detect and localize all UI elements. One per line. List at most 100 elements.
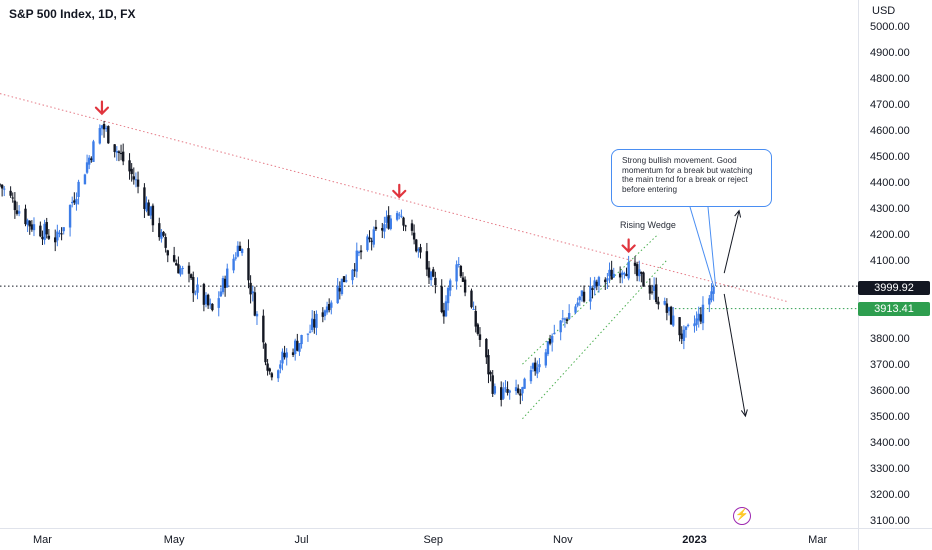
candle-body: [385, 216, 388, 223]
candle-body: [400, 215, 403, 217]
candle-body: [516, 388, 520, 393]
candle-body: [618, 273, 622, 278]
wedge-upper-line: [522, 233, 659, 365]
x-tick-label: Mar: [33, 534, 52, 546]
lightning-icon[interactable]: ⚡: [733, 507, 751, 525]
y-tick-label: 3400.00: [870, 437, 910, 449]
candle-body: [374, 226, 378, 230]
y-tick-label: 4900.00: [870, 47, 910, 59]
candle-body: [701, 304, 705, 324]
candle-body: [578, 296, 581, 301]
candle-body: [561, 318, 564, 320]
candle-body: [623, 273, 626, 275]
candle-body: [30, 224, 34, 230]
candle-body: [553, 333, 556, 335]
y-tick-label: 4700.00: [870, 99, 910, 111]
candle-body: [194, 293, 197, 295]
rising-wedge-label[interactable]: Rising Wedge: [620, 220, 676, 230]
candle-body: [121, 151, 125, 162]
candle-body: [655, 284, 658, 303]
candle-body: [164, 237, 167, 248]
candle-body: [90, 158, 93, 161]
candle-body: [383, 224, 386, 232]
candle-body: [315, 313, 318, 328]
candle-body: [693, 323, 696, 327]
candle-body: [648, 285, 652, 294]
candle-body: [419, 247, 422, 253]
candle-body: [589, 285, 592, 302]
candle-body: [192, 276, 195, 294]
candle-body: [580, 290, 584, 297]
candle-body: [160, 232, 163, 239]
analysis-note[interactable]: Strong bullish movement. Good momentum f…: [611, 149, 772, 207]
candle-body: [281, 351, 284, 364]
candle-body: [567, 312, 571, 319]
candle-body: [487, 355, 490, 375]
candle-body: [597, 277, 601, 286]
y-tick-label: 3300.00: [870, 463, 910, 475]
candle-body: [47, 235, 51, 239]
candle-body: [559, 320, 562, 333]
candle-body: [538, 364, 541, 368]
candle-body: [708, 298, 711, 305]
candle-body: [612, 273, 615, 278]
candle-body: [132, 176, 135, 180]
candle-body: [298, 343, 301, 352]
candle-body: [266, 363, 269, 371]
y-tick-label: 4500.00: [870, 151, 910, 163]
y-tick-label: 3800.00: [870, 333, 910, 345]
candle-body: [638, 269, 641, 277]
candle-body: [353, 269, 356, 271]
candle-body: [232, 258, 235, 271]
candle-body: [695, 318, 698, 325]
candle-body: [0, 184, 4, 189]
candle-body: [372, 229, 375, 245]
candle-body: [149, 206, 152, 216]
candle-body: [145, 202, 148, 211]
candle-body: [32, 224, 36, 231]
candle-body: [442, 310, 446, 317]
candle-body: [359, 250, 363, 253]
candle-body: [652, 285, 656, 291]
candle-body: [389, 218, 392, 229]
candle-body: [712, 286, 715, 294]
candle-body: [489, 372, 492, 375]
candle-body: [502, 388, 505, 399]
candle-body: [143, 187, 146, 209]
candle-body: [107, 126, 110, 144]
candle-body: [633, 262, 637, 266]
candle-body: [544, 352, 548, 366]
candle-body: [667, 307, 671, 312]
candle-body: [506, 388, 509, 393]
candle-body: [327, 304, 331, 311]
y-tick-label: 4400.00: [870, 177, 910, 189]
candle-body: [92, 141, 95, 162]
candle-body: [565, 319, 569, 322]
candle-body: [514, 387, 518, 392]
y-tick-label: 5000.00: [870, 21, 910, 33]
candle-body: [368, 237, 371, 240]
candle-body: [17, 211, 21, 214]
candle-body: [625, 273, 628, 277]
y-tick-label: 4800.00: [870, 73, 910, 85]
candle-body: [58, 232, 61, 234]
candle-body: [330, 302, 333, 308]
candle-body: [455, 264, 458, 282]
y-tick-label: 3700.00: [870, 359, 910, 371]
candle-body: [355, 250, 358, 272]
candle-body: [529, 370, 533, 382]
candle-body: [211, 303, 214, 311]
candle-body: [130, 168, 133, 175]
candle-body: [485, 338, 488, 358]
candle-body: [189, 274, 193, 279]
candle-body: [425, 251, 429, 270]
chart-title: S&P 500 Index, 1D, FX: [9, 7, 136, 21]
candle-body: [100, 125, 104, 129]
candle-body: [308, 331, 312, 333]
candle-body: [415, 239, 418, 252]
candle-body: [446, 287, 450, 304]
candle-body: [251, 291, 254, 294]
down-arrow-marker: [94, 100, 110, 116]
